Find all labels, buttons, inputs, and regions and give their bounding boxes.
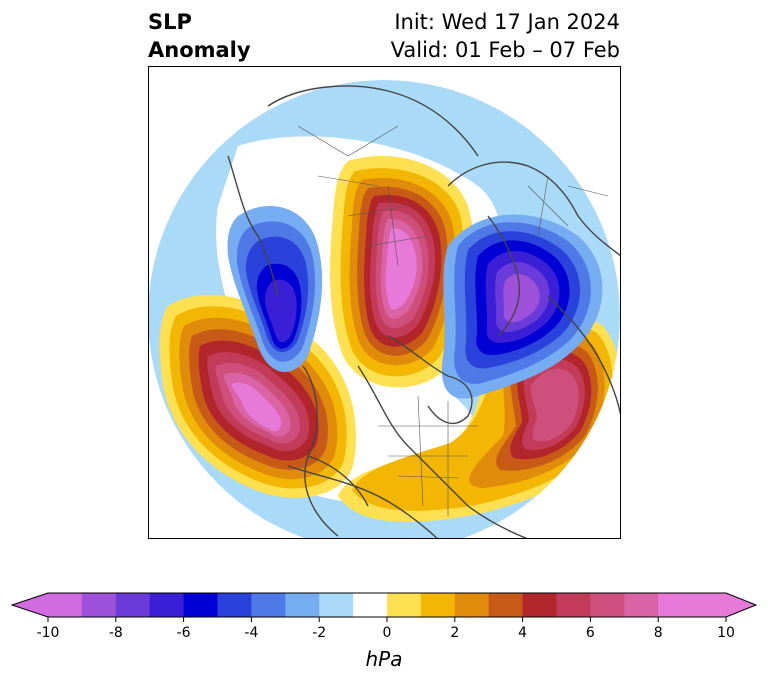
colorbar-segment [692, 593, 727, 617]
arctic-high [330, 156, 475, 388]
colorbar-segment [624, 593, 659, 617]
colorbar-segment [522, 593, 557, 617]
colorbar-segment [590, 593, 625, 617]
slp-anomaly-map [148, 66, 621, 539]
colorbar-segment [48, 593, 83, 617]
colorbar-tick-label: -8 [108, 625, 123, 641]
colorbar-segment [217, 593, 252, 617]
colorbar-segment [658, 593, 693, 617]
coastlines [227, 85, 621, 539]
colorbar-tick-label: 2 [450, 625, 460, 641]
init-date: Init: Wed 17 Jan 2024 [394, 10, 620, 34]
colorbar-segment [488, 593, 524, 617]
colorbar-segment [251, 593, 286, 617]
colorbar-unit: hPa [365, 647, 403, 671]
european-low [441, 214, 603, 399]
colorbar-tick-label: -6 [176, 625, 191, 641]
colorbar-tick-label: 6 [585, 625, 595, 641]
colorbar-tick-label: 10 [717, 625, 735, 641]
colorbar-tick-label: -4 [244, 625, 259, 641]
title-variable: SLP [148, 10, 192, 34]
colorbar-ticks [47, 617, 727, 622]
title-variable-sub: Anomaly [148, 38, 251, 62]
colorbar-segment [183, 593, 218, 617]
colorbar-tick-label: -10 [36, 625, 60, 641]
colorbar-segment [454, 593, 490, 617]
colorbar-extend-min [12, 593, 48, 617]
colorbar-segment [556, 593, 591, 617]
colorbar-segment [115, 593, 151, 617]
colorbar-segment [81, 593, 117, 617]
colorbar-segment [387, 593, 422, 617]
title-left: SLP Anomaly [148, 8, 251, 64]
colorbar-segments [12, 593, 756, 617]
valid-range: Valid: 01 Feb – 07 Feb [390, 38, 620, 62]
colorbar-tick-label: -2 [312, 625, 327, 641]
colorbar-segment [149, 593, 185, 617]
title-right: Init: Wed 17 Jan 2024 Valid: 01 Feb – 07… [391, 8, 620, 64]
colorbar-tick-label: 8 [653, 625, 663, 641]
colorbar-segment [319, 593, 354, 617]
colorbar-extend-max [726, 593, 756, 617]
colorbar-segment [285, 593, 320, 617]
colorbar-segment [353, 593, 388, 617]
borders [297, 125, 609, 516]
colorbar-tick-label: 4 [518, 625, 528, 641]
colorbar-segment [420, 593, 456, 617]
colorbar-tick-label: 0 [382, 625, 392, 641]
map-frame [148, 66, 621, 539]
colorbar [10, 592, 758, 622]
